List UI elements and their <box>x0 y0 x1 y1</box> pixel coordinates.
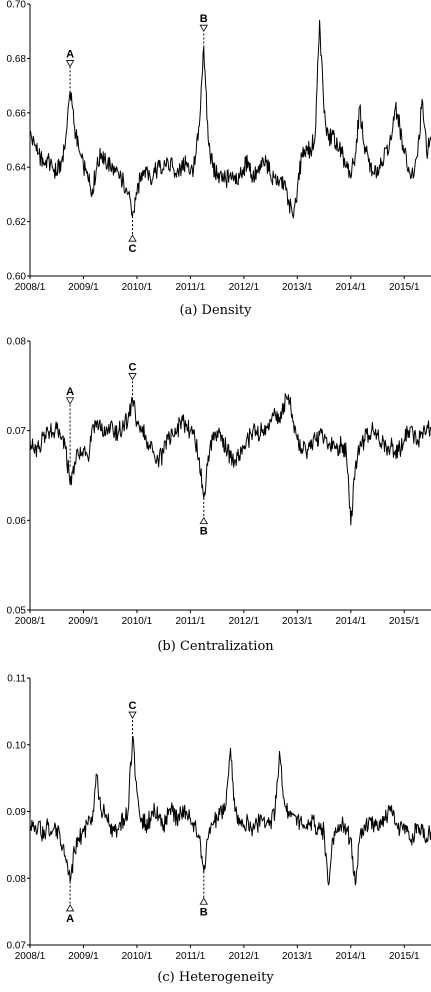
heterogeneity-x-tick-label: 2008/1 <box>15 951 46 962</box>
heterogeneity-x-tick-label: 2012/1 <box>229 951 260 962</box>
density-annotation-b-label: B <box>200 13 208 25</box>
centralization-x-tick-label: 2009/1 <box>68 616 99 627</box>
heterogeneity-annotation-a-marker <box>65 904 75 912</box>
density-x-tick-label: 2011/1 <box>175 282 205 293</box>
density-panel: 0.60 0.62 0.64 0.66 0.68 0.70 2008/1 2009/1 2010… <box>0 0 431 322</box>
centralization-y-tick-label: 0.07 <box>7 426 27 437</box>
centralization-x-tick-label: 2008/1 <box>15 616 46 627</box>
centralization-series-line <box>29 393 431 526</box>
density-x-tick-label: 2010/1 <box>122 282 153 293</box>
density-y-tick-label: 0.70 <box>7 0 27 11</box>
heterogeneity-y-tick-label: 0.07 <box>7 941 27 952</box>
density-chart: 0.60 0.62 0.64 0.66 0.68 0.70 2008/1 2009/1 2010… <box>7 0 431 293</box>
heterogeneity-y-tick-label: 0.11 <box>7 674 26 685</box>
centralization-chart: 0.05 0.06 0.07 0.08 2008/1 2009/1 2010/1 2011/1… <box>7 337 431 627</box>
heterogeneity-annotation-b-label: B <box>200 906 208 918</box>
heterogeneity-panel: 0.07 0.08 0.09 0.10 0.11 2008/1 2009/1 2010/1 20… <box>0 664 431 992</box>
centralization-annotation-a-marker <box>65 397 75 405</box>
centralization-annotation-b-marker <box>199 516 208 525</box>
heterogeneity-x-tick-label: 2015/1 <box>389 951 420 962</box>
heterogeneity-annotation-c-marker <box>128 711 137 719</box>
heterogeneity-y-tick-label: 0.10 <box>7 740 27 751</box>
heterogeneity-caption: (c) Heterogeneity <box>157 970 274 985</box>
density-annotation-a-marker <box>65 60 75 68</box>
density-caption: (a) Density <box>179 303 252 318</box>
centralization-x-tick-label: 2010/1 <box>122 616 153 627</box>
heterogeneity-chart: 0.07 0.08 0.09 0.10 0.11 2008/1 2009/1 2010/1 20… <box>7 674 431 962</box>
heterogeneity-x-tick-label: 2014/1 <box>336 951 367 962</box>
density-annotation-b-marker <box>199 24 208 32</box>
density-x-tick-label: 2012/1 <box>229 282 260 293</box>
heterogeneity-x-tick-label: 2013/1 <box>282 951 313 962</box>
centralization-y-tick-label: 0.06 <box>7 516 27 527</box>
heterogeneity-series-line <box>29 736 431 886</box>
heterogeneity-x-tick-label: 2011/1 <box>175 951 205 962</box>
centralization-x-tick-label: 2013/1 <box>282 616 313 627</box>
density-y-tick-label: 0.68 <box>7 54 27 65</box>
heterogeneity-y-tick-label: 0.09 <box>7 807 27 818</box>
heterogeneity-annotation-c-label: C <box>129 700 137 712</box>
density-y-tick-label: 0.62 <box>7 217 27 228</box>
heterogeneity-annotation-a-label: A <box>66 913 74 925</box>
density-annotation-c-marker <box>128 234 137 242</box>
heterogeneity-x-tick-label: 2009/1 <box>68 951 99 962</box>
density-x-tick-label: 2014/1 <box>336 282 367 293</box>
density-x-tick-label: 2008/1 <box>15 282 46 293</box>
centralization-annotation-c-marker <box>128 373 137 381</box>
density-y-tick-label: 0.60 <box>7 272 27 283</box>
heterogeneity-annotation-b-marker <box>199 897 208 905</box>
density-y-tick-label: 0.64 <box>7 163 27 174</box>
centralization-annotation-a-label: A <box>66 386 74 398</box>
centralization-y-tick-label: 0.05 <box>7 606 27 617</box>
centralization-y-tick-label: 0.08 <box>7 337 27 348</box>
heterogeneity-y-tick-label: 0.08 <box>7 874 27 885</box>
density-annotation-a-label: A <box>66 49 74 61</box>
centralization-annotation-c-label: C <box>129 362 137 374</box>
centralization-x-tick-label: 2012/1 <box>229 616 260 627</box>
density-x-tick-label: 2013/1 <box>282 282 313 293</box>
centralization-panel: 0.05 0.06 0.07 0.08 2008/1 2009/1 2010/1 2011/1… <box>0 331 431 656</box>
density-annotation-c-label: C <box>129 243 137 255</box>
centralization-x-tick-label: 2014/1 <box>336 616 367 627</box>
centralization-x-tick-label: 2015/1 <box>389 616 420 627</box>
centralization-caption: (b) Centralization <box>157 639 274 654</box>
centralization-annotation-b-label: B <box>200 526 208 538</box>
centralization-x-tick-label: 2011/1 <box>175 616 205 627</box>
density-x-tick-label: 2015/1 <box>389 282 420 293</box>
heterogeneity-x-tick-label: 2010/1 <box>122 951 153 962</box>
density-series-line <box>29 19 431 219</box>
density-y-tick-label: 0.66 <box>7 108 27 119</box>
density-x-tick-label: 2009/1 <box>68 282 99 293</box>
